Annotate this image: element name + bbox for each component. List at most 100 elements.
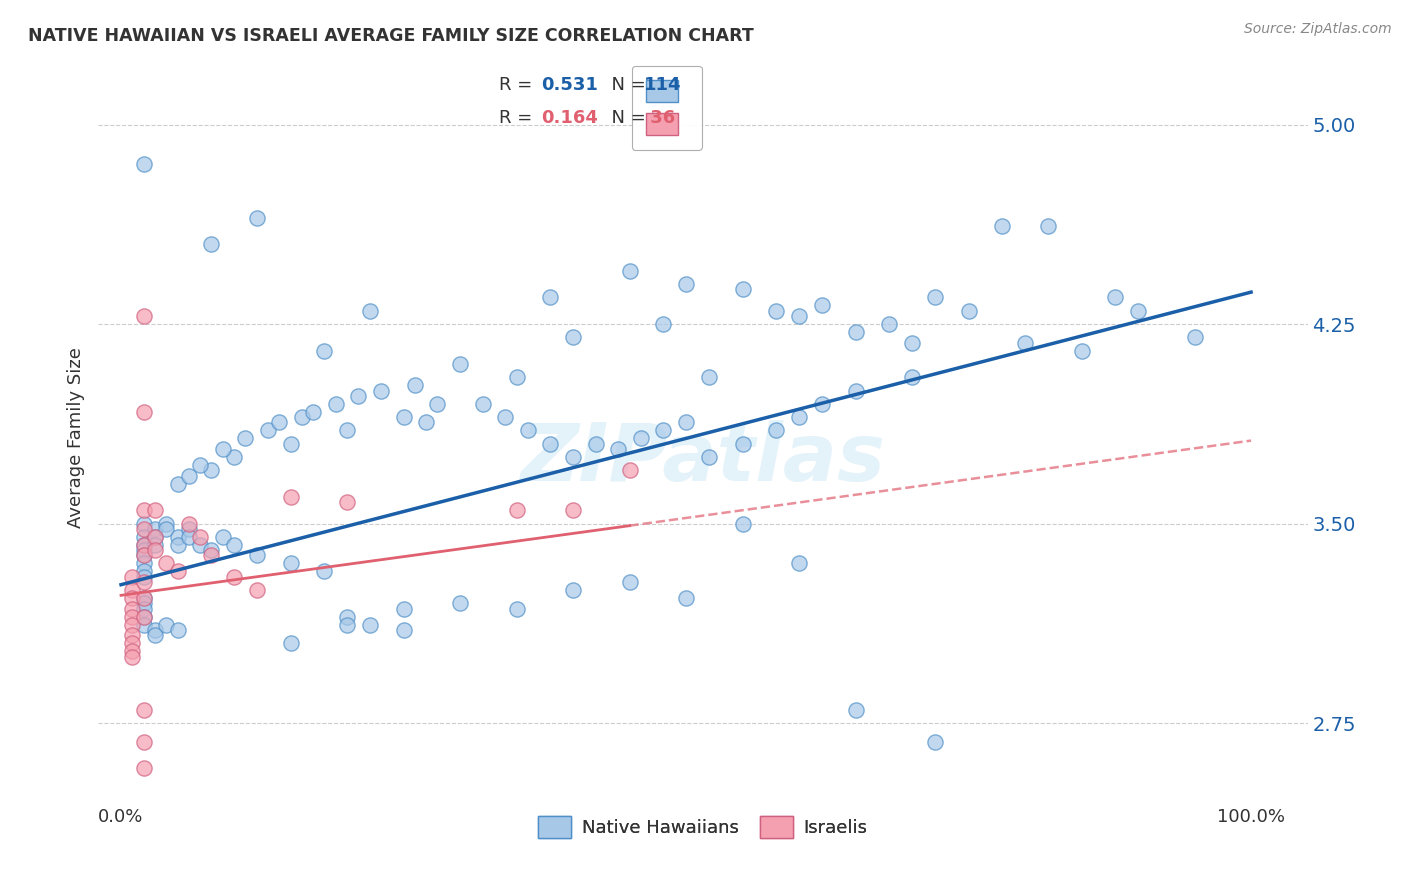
Text: 114: 114 (644, 76, 682, 94)
Point (957, 303, 980, 318)
Point (143, 530, 166, 544)
Text: N =: N = (600, 109, 652, 127)
Point (121, 601, 143, 615)
Point (630, 431, 652, 445)
Point (810, 298, 832, 312)
Y-axis label: Average Family Size: Average Family Size (66, 347, 84, 527)
Point (280, 436, 302, 450)
Point (211, 442, 233, 456)
Text: NATIVE HAWAIIAN VS ISRAELI AVERAGE FAMILY SIZE CORRELATION CHART: NATIVE HAWAIIAN VS ISRAELI AVERAGE FAMIL… (28, 27, 754, 45)
Point (731, 283, 754, 297)
Point (132, 591, 155, 605)
Point (132, 591, 155, 605)
Point (347, 389, 370, 403)
Point (166, 530, 188, 544)
Point (132, 309, 155, 323)
Point (1070, 343, 1092, 358)
Point (143, 623, 166, 637)
Point (336, 424, 359, 438)
Point (415, 416, 437, 430)
Point (132, 761, 155, 775)
Point (901, 335, 924, 350)
Point (404, 378, 426, 392)
Point (132, 538, 155, 552)
Point (845, 325, 868, 339)
Point (1104, 290, 1126, 304)
Point (132, 734, 155, 748)
Text: ZIPatlas: ZIPatlas (520, 420, 886, 498)
Point (731, 436, 754, 450)
Point (222, 538, 245, 552)
Point (188, 458, 211, 472)
Point (121, 636, 143, 650)
Point (619, 575, 641, 590)
Point (132, 549, 155, 563)
Point (188, 538, 211, 552)
Point (901, 370, 924, 384)
Point (1126, 303, 1149, 318)
Point (121, 628, 143, 642)
Point (222, 450, 245, 464)
Point (177, 530, 200, 544)
Text: Source: ZipAtlas.com: Source: ZipAtlas.com (1244, 22, 1392, 37)
Point (291, 410, 314, 425)
Point (166, 623, 188, 637)
Point (787, 309, 810, 323)
Point (132, 503, 155, 517)
Point (538, 436, 561, 450)
Point (143, 628, 166, 642)
Point (121, 644, 143, 658)
Point (336, 495, 359, 509)
Point (143, 538, 166, 552)
Point (121, 570, 143, 584)
Point (370, 384, 392, 398)
Point (132, 609, 155, 624)
Point (697, 370, 720, 384)
Point (233, 431, 256, 445)
Point (177, 516, 200, 531)
Point (269, 416, 291, 430)
Point (675, 277, 697, 292)
Point (845, 384, 868, 398)
Point (336, 609, 359, 624)
Point (143, 503, 166, 517)
Point (675, 416, 697, 430)
Point (765, 424, 787, 438)
Point (155, 522, 177, 536)
Point (731, 516, 754, 531)
Point (132, 543, 155, 558)
Point (166, 476, 188, 491)
Point (246, 582, 269, 597)
Point (426, 397, 449, 411)
Point (471, 397, 494, 411)
Point (392, 410, 415, 425)
Point (505, 503, 527, 517)
Point (585, 436, 607, 450)
Point (177, 468, 200, 483)
Point (132, 516, 155, 531)
Point (155, 617, 177, 632)
Point (222, 570, 245, 584)
Point (132, 530, 155, 544)
Text: R =: R = (499, 76, 538, 94)
Point (280, 636, 302, 650)
Point (652, 424, 675, 438)
Point (143, 543, 166, 558)
Point (845, 703, 868, 717)
Point (132, 538, 155, 552)
Point (166, 565, 188, 579)
Point (246, 211, 269, 225)
Point (132, 617, 155, 632)
Point (132, 596, 155, 610)
Point (155, 557, 177, 571)
Point (562, 330, 585, 344)
Point (132, 405, 155, 419)
Point (257, 424, 280, 438)
Legend: Native Hawaiians, Israelis: Native Hawaiians, Israelis (531, 808, 875, 845)
Point (1184, 330, 1206, 344)
Point (879, 317, 901, 331)
Point (607, 442, 630, 456)
Point (166, 538, 188, 552)
Point (392, 623, 415, 637)
Point (924, 290, 946, 304)
